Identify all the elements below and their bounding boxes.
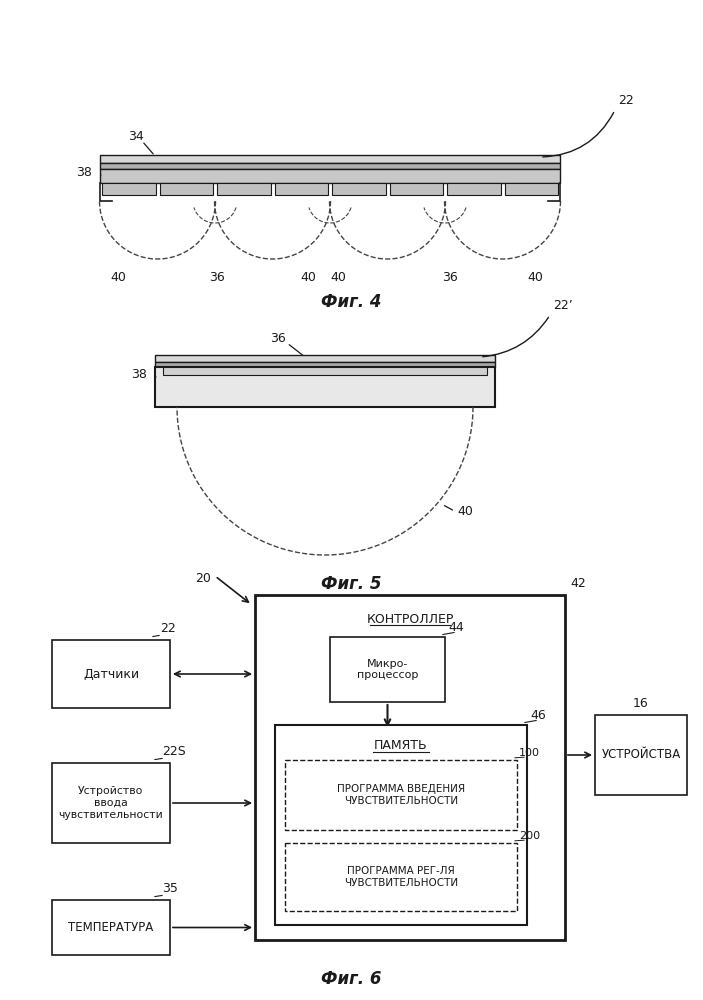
- Bar: [52, 900, 170, 955]
- Text: 36: 36: [442, 271, 458, 284]
- Bar: [102, 183, 155, 195]
- Text: 20: 20: [195, 572, 211, 585]
- Bar: [285, 760, 517, 830]
- Text: 22: 22: [160, 622, 176, 635]
- Bar: [447, 183, 501, 195]
- Bar: [505, 183, 558, 195]
- Text: Фиг. 5: Фиг. 5: [321, 575, 381, 593]
- Bar: [275, 725, 527, 925]
- Text: ПРОГРАММА РЕГ-ЛЯ
ЧУВСТВИТЕЛЬНОСТИ: ПРОГРАММА РЕГ-ЛЯ ЧУВСТВИТЕЛЬНОСТИ: [344, 866, 458, 888]
- Text: 200: 200: [519, 831, 540, 841]
- Bar: [332, 183, 385, 195]
- Text: ПРОГРАММА ВВЕДЕНИЯ
ЧУВСТВИТЕЛЬНОСТИ: ПРОГРАММА ВВЕДЕНИЯ ЧУВСТВИТЕЛЬНОСТИ: [337, 784, 465, 806]
- Text: 34: 34: [128, 130, 143, 143]
- Bar: [155, 367, 495, 407]
- Text: 40: 40: [457, 505, 473, 518]
- Text: 22S: 22S: [162, 745, 186, 758]
- Bar: [285, 843, 517, 911]
- Bar: [100, 155, 560, 163]
- Bar: [163, 367, 487, 375]
- Text: УСТРОЙСТВА: УСТРОЙСТВА: [601, 748, 681, 762]
- Text: 40: 40: [300, 271, 316, 284]
- Bar: [100, 163, 560, 169]
- Text: 36: 36: [209, 271, 225, 284]
- Text: 38: 38: [131, 368, 147, 381]
- Text: КОНТРОЛЛЕР: КОНТРОЛЛЕР: [366, 613, 453, 626]
- Text: 40: 40: [527, 271, 543, 284]
- Text: 22’: 22’: [553, 299, 573, 312]
- Text: 36: 36: [270, 332, 285, 346]
- Bar: [52, 640, 170, 708]
- Bar: [52, 763, 170, 843]
- Text: 40: 40: [330, 271, 346, 284]
- Text: Фиг. 4: Фиг. 4: [321, 293, 381, 311]
- Text: 35: 35: [162, 882, 178, 895]
- Text: ПАМЯТЬ: ПАМЯТЬ: [374, 739, 428, 752]
- Text: ТЕМПЕРАТУРА: ТЕМПЕРАТУРА: [68, 921, 154, 934]
- Text: 22: 22: [618, 94, 633, 107]
- Text: 16: 16: [633, 697, 649, 710]
- Text: 38: 38: [76, 166, 92, 180]
- Text: Фиг. 6: Фиг. 6: [321, 970, 381, 988]
- Bar: [160, 183, 213, 195]
- Bar: [155, 355, 495, 362]
- Bar: [255, 595, 565, 940]
- Text: 40: 40: [110, 271, 126, 284]
- Bar: [274, 183, 328, 195]
- Text: Датчики: Датчики: [83, 668, 139, 680]
- Text: Микро-
процессор: Микро- процессор: [357, 659, 418, 680]
- Bar: [389, 183, 443, 195]
- Text: 42: 42: [570, 577, 586, 590]
- Bar: [595, 715, 687, 795]
- Bar: [100, 169, 560, 183]
- Text: Устройство
ввода
чувствительности: Устройство ввода чувствительности: [58, 786, 163, 820]
- Bar: [155, 362, 495, 367]
- Text: 46: 46: [530, 709, 546, 722]
- Bar: [217, 183, 271, 195]
- Bar: [330, 637, 445, 702]
- Text: 100: 100: [519, 748, 540, 758]
- Text: 44: 44: [448, 621, 464, 634]
